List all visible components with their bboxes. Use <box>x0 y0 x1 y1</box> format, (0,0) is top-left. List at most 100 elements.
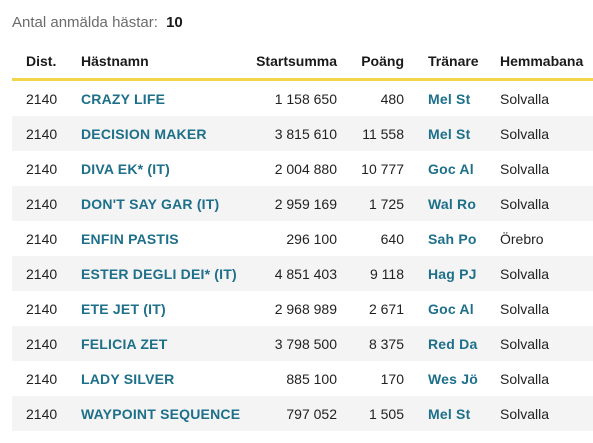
horse-name-link[interactable]: DIVA EK* (IT) <box>81 160 170 177</box>
trainer-cell: Goc Al <box>404 291 490 326</box>
entries-count: Antal anmälda hästar: 10 <box>12 14 183 31</box>
trainer-cell: Mel St <box>404 396 490 431</box>
table-row: 2140 DON'T SAY GAR (IT) 2 959 169 1 725 … <box>12 186 593 221</box>
trainer-link[interactable]: Mel St <box>428 125 471 142</box>
horse-name-link[interactable]: WAYPOINT SEQUENCE <box>81 405 241 422</box>
trainer-cell: Goc Al <box>404 151 490 186</box>
home-track-cell: Solvalla <box>500 300 550 317</box>
trainer-link[interactable]: Mel St <box>428 90 471 107</box>
horse-name-link[interactable]: FELICIA ZET <box>81 335 168 352</box>
points-cell: 480 <box>380 90 404 107</box>
distance-cell: 2140 <box>12 396 81 431</box>
trainer-link[interactable]: Mel St <box>428 405 471 422</box>
entries-count-label: Antal anmälda hästar: <box>12 14 158 31</box>
distance-cell: 2140 <box>12 326 81 361</box>
horse-name-link[interactable]: DECISION MAKER <box>81 125 207 142</box>
home-track-cell: Solvalla <box>490 116 593 151</box>
header-points[interactable]: Poäng <box>337 44 404 81</box>
table-row: 2140 CRAZY LIFE 1 158 650 480 Mel St Sol… <box>12 80 593 117</box>
trainer-cell: Wes Jö <box>404 361 490 396</box>
horse-name-cell: CRAZY LIFE <box>81 80 233 117</box>
trainer-cell: Wal Ro <box>404 186 490 221</box>
home-track-cell: Solvalla <box>490 256 593 291</box>
header-distance[interactable]: Dist. <box>12 44 81 81</box>
home-track-cell: Solvalla <box>490 186 593 221</box>
table-row: 2140 WAYPOINT SEQUENCE 797 052 1 505 Mel… <box>12 396 593 431</box>
earnings-cell: 4 851 403 <box>233 256 337 291</box>
table-row: 2140 DECISION MAKER 3 815 610 11 558 Mel… <box>12 116 593 151</box>
header-home-track[interactable]: Hemmabana <box>490 44 593 81</box>
horse-name-cell: WAYPOINT SEQUENCE <box>81 396 240 431</box>
table-row: 2140 ENFIN PASTIS 296 100 640 Sah Po Öre… <box>12 221 593 256</box>
earnings-cell: 797 052 <box>233 396 337 431</box>
horse-name-link[interactable]: ENFIN PASTIS <box>81 230 179 247</box>
home-track-cell: Solvalla <box>500 90 550 107</box>
horse-name-cell: ENFIN PASTIS <box>81 221 233 256</box>
trainer-cell: Sah Po <box>404 221 490 256</box>
table-header-row: Dist. Hästnamn Startsumma Poäng Tränare … <box>12 44 593 81</box>
distance-cell: 2140 <box>12 256 81 291</box>
earnings-cell: 3 798 500 <box>233 326 337 361</box>
trainer-link[interactable]: Wes Jö <box>428 370 478 387</box>
points-cell: 2 671 <box>368 300 404 317</box>
points-cell: 1 505 <box>337 396 404 431</box>
header-trainer[interactable]: Tränare <box>404 44 490 81</box>
entries-count-value: 10 <box>166 14 183 31</box>
horse-name-link[interactable]: DON'T SAY GAR (IT) <box>81 195 220 212</box>
table-row: 2140 DIVA EK* (IT) 2 004 880 10 777 Goc … <box>12 151 593 186</box>
earnings-cell: 2 968 989 <box>274 300 337 317</box>
distance-cell: 2140 <box>26 300 58 317</box>
distance-cell: 2140 <box>26 90 58 107</box>
home-track-cell: Solvalla <box>490 326 593 361</box>
header-earnings[interactable]: Startsumma <box>233 44 337 81</box>
points-cell: 640 <box>380 230 404 247</box>
trainer-cell: Hag PJ <box>404 256 490 291</box>
horse-name-cell: DIVA EK* (IT) <box>81 151 233 186</box>
header-horse-name[interactable]: Hästnamn <box>81 44 233 81</box>
trainer-cell: Red Da <box>404 326 490 361</box>
table-body: 2140 CRAZY LIFE 1 158 650 480 Mel St Sol… <box>12 80 593 431</box>
points-cell: 1 725 <box>337 186 404 221</box>
trainer-link[interactable]: Goc Al <box>428 160 474 177</box>
entries-table: Dist. Hästnamn Startsumma Poäng Tränare … <box>12 44 593 431</box>
earnings-cell: 3 815 610 <box>233 116 337 151</box>
points-cell: 10 777 <box>361 160 404 177</box>
table-row: 2140 ETE JET (IT) 2 968 989 2 671 Goc Al… <box>12 291 593 326</box>
table-row: 2140 LADY SILVER 885 100 170 Wes Jö Solv… <box>12 361 593 396</box>
trainer-link[interactable]: Sah Po <box>428 230 477 247</box>
earnings-cell: 296 100 <box>286 230 337 247</box>
home-track-cell: Solvalla <box>500 160 550 177</box>
distance-cell: 2140 <box>26 370 58 387</box>
earnings-cell: 885 100 <box>286 370 337 387</box>
trainer-link[interactable]: Hag PJ <box>428 265 477 282</box>
points-cell: 170 <box>380 370 404 387</box>
trainer-cell: Mel St <box>404 80 490 117</box>
horse-name-link[interactable]: ETE JET (IT) <box>81 300 166 317</box>
horse-name-cell: FELICIA ZET <box>81 326 233 361</box>
trainer-link[interactable]: Wal Ro <box>428 195 477 212</box>
horse-name-link[interactable]: CRAZY LIFE <box>81 90 166 107</box>
earnings-cell: 1 158 650 <box>274 90 337 107</box>
table-row: 2140 FELICIA ZET 3 798 500 8 375 Red Da … <box>12 326 593 361</box>
trainer-link[interactable]: Red Da <box>428 335 478 352</box>
trainer-link[interactable]: Goc Al <box>428 300 474 317</box>
home-track-cell: Solvalla <box>500 370 550 387</box>
home-track-cell: Örebro <box>500 230 544 247</box>
horse-name-cell: LADY SILVER <box>81 361 233 396</box>
distance-cell: 2140 <box>26 230 58 247</box>
horse-name-link[interactable]: ESTER DEGLI DEI* (IT) <box>81 265 237 282</box>
horse-name-link[interactable]: LADY SILVER <box>81 370 175 387</box>
horse-name-cell: DON'T SAY GAR (IT) <box>81 186 233 221</box>
points-cell: 9 118 <box>337 256 404 291</box>
table-row: 2140 ESTER DEGLI DEI* (IT) 4 851 403 9 1… <box>12 256 593 291</box>
home-track-cell: Solvalla <box>490 396 593 431</box>
points-cell: 8 375 <box>337 326 404 361</box>
distance-cell: 2140 <box>12 186 81 221</box>
points-cell: 11 558 <box>337 116 404 151</box>
horse-name-cell: DECISION MAKER <box>81 116 233 151</box>
horse-name-cell: ETE JET (IT) <box>81 291 233 326</box>
earnings-cell: 2 004 880 <box>274 160 337 177</box>
horse-name-cell: ESTER DEGLI DEI* (IT) <box>81 256 237 291</box>
earnings-cell: 2 959 169 <box>233 186 337 221</box>
